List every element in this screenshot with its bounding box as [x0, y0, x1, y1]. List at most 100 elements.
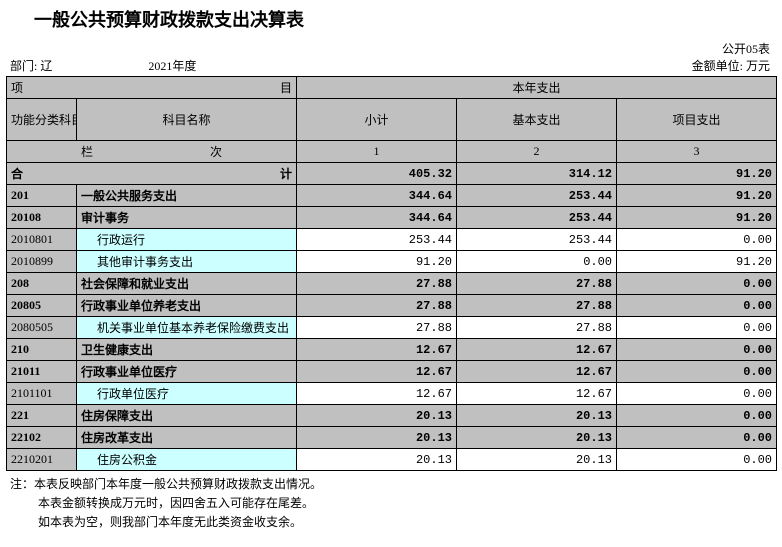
row-v3: 0.00 [617, 405, 777, 427]
table-row: 21011行政事业单位医疗12.6712.670.00 [7, 361, 777, 383]
header-jiben: 基本支出 [457, 99, 617, 141]
form-code: 公开05表 [722, 40, 770, 57]
header-col2: 2 [457, 141, 617, 163]
row-v2: 27.88 [457, 317, 617, 339]
row-v2: 20.13 [457, 427, 617, 449]
row-v3: 0.00 [617, 229, 777, 251]
row-v1: 12.67 [297, 361, 457, 383]
row-v3: 0.00 [617, 295, 777, 317]
notes: 注：本表反映部门本年度一般公共预算财政拨款支出情况。 本表金额转换成万元时，因四… [6, 471, 776, 533]
row-v3: 0.00 [617, 383, 777, 405]
row-name: 机关事业单位基本养老保险缴费支出 [77, 317, 297, 339]
header-bennian: 本年支出 [297, 77, 777, 99]
total-v2: 314.12 [457, 163, 617, 185]
row-v2: 12.67 [457, 339, 617, 361]
table-row: 208社会保障和就业支出27.8827.880.00 [7, 273, 777, 295]
row-v1: 12.67 [297, 339, 457, 361]
table-row: 22102住房改革支出20.1320.130.00 [7, 427, 777, 449]
row-v2: 253.44 [457, 185, 617, 207]
row-name: 行政事业单位医疗 [77, 361, 297, 383]
table-row: 2080505机关事业单位基本养老保险缴费支出27.8827.880.00 [7, 317, 777, 339]
row-v1: 344.64 [297, 207, 457, 229]
row-v1: 91.20 [297, 251, 457, 273]
header-lanci: 栏 次 [7, 141, 297, 163]
header-xiangmu: 项 目 [7, 77, 297, 99]
year-label: 2021年度 [148, 59, 196, 73]
unit-label: 金额单位: 万元 [692, 57, 770, 74]
row-name: 行政事业单位养老支出 [77, 295, 297, 317]
row-v2: 253.44 [457, 229, 617, 251]
note-line: 如本表为空，则我部门本年度无此类资金收支余。 [10, 513, 776, 532]
row-code: 221 [7, 405, 77, 427]
header-name: 科目名称 [77, 99, 297, 141]
row-name: 住房改革支出 [77, 427, 297, 449]
row-code: 210 [7, 339, 77, 361]
row-v2: 27.88 [457, 273, 617, 295]
row-v3: 0.00 [617, 339, 777, 361]
row-code: 2101101 [7, 383, 77, 405]
total-v3: 91.20 [617, 163, 777, 185]
row-v2: 20.13 [457, 405, 617, 427]
row-name: 一般公共服务支出 [77, 185, 297, 207]
row-v3: 0.00 [617, 449, 777, 471]
table-row: 20108审计事务344.64253.4491.20 [7, 207, 777, 229]
total-v1: 405.32 [297, 163, 457, 185]
row-v1: 27.88 [297, 317, 457, 339]
row-v2: 20.13 [457, 449, 617, 471]
header-col1: 1 [297, 141, 457, 163]
table-row: 2010899其他审计事务支出91.200.0091.20 [7, 251, 777, 273]
row-v1: 27.88 [297, 273, 457, 295]
row-v2: 27.88 [457, 295, 617, 317]
row-code: 2080505 [7, 317, 77, 339]
row-v3: 0.00 [617, 273, 777, 295]
row-name: 行政运行 [77, 229, 297, 251]
row-v1: 27.88 [297, 295, 457, 317]
row-code: 22102 [7, 427, 77, 449]
row-name: 社会保障和就业支出 [77, 273, 297, 295]
row-v1: 344.64 [297, 185, 457, 207]
row-v2: 253.44 [457, 207, 617, 229]
header-col3: 3 [617, 141, 777, 163]
note-line: 注：本表反映部门本年度一般公共预算财政拨款支出情况。 [10, 475, 776, 494]
dept-label: 部门: 辽 [10, 59, 52, 73]
row-v3: 0.00 [617, 317, 777, 339]
row-code: 20108 [7, 207, 77, 229]
row-code: 21011 [7, 361, 77, 383]
row-v2: 12.67 [457, 361, 617, 383]
row-name: 卫生健康支出 [77, 339, 297, 361]
row-name: 行政单位医疗 [77, 383, 297, 405]
row-code: 20805 [7, 295, 77, 317]
row-v2: 0.00 [457, 251, 617, 273]
row-code: 208 [7, 273, 77, 295]
row-v3: 91.20 [617, 251, 777, 273]
header-code: 功能分类科目编码 [7, 99, 77, 141]
total-row: 合 计 405.32 314.12 91.20 [7, 163, 777, 185]
header-xiaoji: 小计 [297, 99, 457, 141]
row-v3: 0.00 [617, 361, 777, 383]
table-row: 20805行政事业单位养老支出27.8827.880.00 [7, 295, 777, 317]
row-name: 其他审计事务支出 [77, 251, 297, 273]
table-row: 2101101行政单位医疗12.6712.670.00 [7, 383, 777, 405]
note-line: 本表金额转换成万元时，因四舍五入可能存在尾差。 [10, 494, 776, 513]
row-name: 审计事务 [77, 207, 297, 229]
table-row: 2210201住房公积金20.1320.130.00 [7, 449, 777, 471]
row-code: 2010801 [7, 229, 77, 251]
row-name: 住房公积金 [77, 449, 297, 471]
report-title: 一般公共预算财政拨款支出决算表 [6, 4, 776, 40]
row-v1: 20.13 [297, 427, 457, 449]
row-v1: 20.13 [297, 449, 457, 471]
table-row: 201一般公共服务支出344.64253.4491.20 [7, 185, 777, 207]
row-code: 2210201 [7, 449, 77, 471]
row-v3: 0.00 [617, 427, 777, 449]
row-code: 2010899 [7, 251, 77, 273]
header-xmexp: 项目支出 [617, 99, 777, 141]
row-v1: 253.44 [297, 229, 457, 251]
row-v1: 20.13 [297, 405, 457, 427]
table-row: 2010801行政运行253.44253.440.00 [7, 229, 777, 251]
budget-table: 项 目 本年支出 功能分类科目编码 科目名称 小计 基本支出 项目支出 栏 次 … [6, 76, 777, 471]
table-row: 210卫生健康支出12.6712.670.00 [7, 339, 777, 361]
row-v1: 12.67 [297, 383, 457, 405]
table-row: 221住房保障支出20.1320.130.00 [7, 405, 777, 427]
row-v2: 12.67 [457, 383, 617, 405]
row-code: 201 [7, 185, 77, 207]
